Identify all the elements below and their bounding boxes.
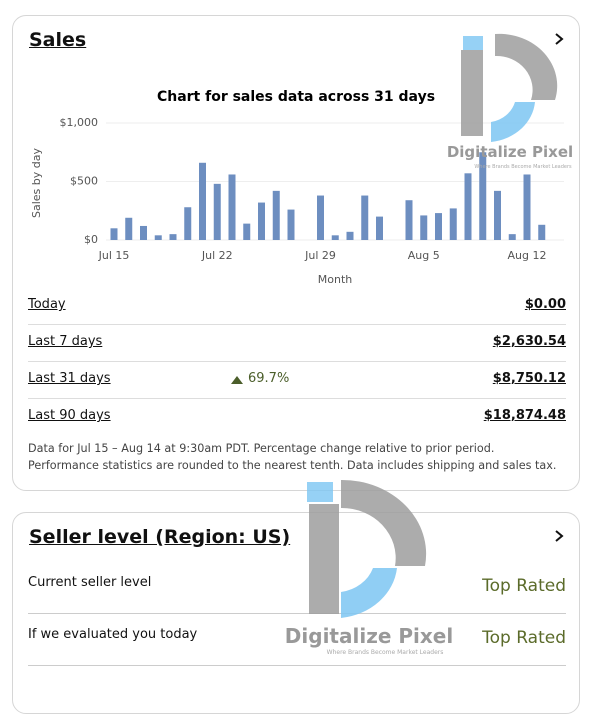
seller-row: If we evaluated you today Top Rated [28, 615, 566, 666]
y-tick-label: $1,000 [60, 116, 99, 129]
row-label[interactable]: Last 31 days [28, 371, 111, 386]
row-label: If we evaluated you today [28, 627, 198, 642]
bar [435, 213, 442, 240]
footnote-line: Performance statistics are rounded to th… [28, 459, 557, 472]
y-tick-label: $0 [84, 233, 98, 246]
card-title[interactable]: Seller level (Region: US) [29, 526, 291, 548]
x-tick-label: Jul 22 [201, 249, 233, 262]
row-label[interactable]: Today [28, 297, 66, 312]
y-axis-label: Sales by day [30, 148, 43, 218]
sales-row: Last 31 days 69.7% $8,750.12 [28, 361, 566, 399]
bar [523, 174, 531, 240]
row-amount[interactable]: $18,874.48 [483, 408, 566, 423]
bar [272, 190, 280, 240]
x-tick-label: Aug 5 [408, 249, 440, 262]
bar [479, 152, 487, 240]
row-amount[interactable]: $8,750.12 [492, 371, 566, 386]
footnote-line: Data for Jul 15 – Aug 14 at 9:30am PDT. … [28, 442, 495, 455]
row-value: Top Rated [482, 576, 566, 596]
seller-card: Seller level (Region: US) Current seller… [12, 512, 580, 714]
row-label[interactable]: Last 90 days [28, 408, 111, 423]
bar [169, 234, 177, 240]
bar [125, 217, 133, 240]
chevron[interactable] [553, 33, 565, 45]
up-arrow [231, 376, 243, 384]
x-tick-label: Aug 12 [508, 249, 547, 262]
bar [140, 225, 147, 240]
sales-row: Last 7 days $2,630.54 [28, 324, 566, 362]
bar [331, 235, 339, 240]
row-label[interactable]: Last 7 days [28, 334, 103, 349]
bar [110, 228, 118, 240]
bar [405, 200, 413, 240]
bar [449, 208, 457, 240]
y-tick-label: $500 [70, 175, 98, 188]
sales-row: Last 90 days $18,874.48 [28, 398, 566, 435]
x-axis-label: Month [318, 273, 353, 286]
chart: Chart for sales data across 31 days Sale… [30, 89, 564, 286]
bar [317, 195, 324, 240]
row-value: Top Rated [482, 628, 566, 648]
page: Sales Today $0.00 Last 7 days $2,630.54 La… [12, 15, 580, 714]
bar [287, 209, 295, 240]
bar [228, 174, 236, 240]
x-tick-label: Jul 15 [98, 249, 130, 262]
bar [494, 190, 501, 240]
bar [243, 223, 251, 240]
chart-title: Chart for sales data across 31 days [157, 89, 435, 105]
seller-row: Current seller level Top Rated [28, 563, 566, 614]
card-title[interactable]: Sales [29, 29, 87, 51]
bar [508, 234, 516, 240]
row-amount[interactable]: $2,630.54 [492, 334, 566, 349]
chevron[interactable] [553, 530, 565, 542]
bar [464, 173, 472, 240]
sales-row: Today $0.00 [28, 287, 566, 325]
bar [154, 235, 162, 240]
bar [213, 183, 221, 240]
footnote: Data for Jul 15 – Aug 14 at 9:30am PDT. … [28, 440, 556, 474]
row-amount[interactable]: $0.00 [524, 297, 566, 312]
x-tick-label: Jul 29 [304, 249, 336, 262]
bar [199, 162, 206, 240]
bar [376, 216, 383, 240]
bar [420, 215, 428, 240]
row-change: 69.7% [248, 371, 290, 386]
sales-card: Sales Today $0.00 Last 7 days $2,630.54 La… [12, 15, 580, 491]
row-label: Current seller level [28, 575, 152, 590]
bar [538, 224, 546, 240]
bar [258, 202, 265, 240]
bar [361, 195, 369, 240]
bar [346, 231, 354, 240]
bar [184, 207, 192, 240]
